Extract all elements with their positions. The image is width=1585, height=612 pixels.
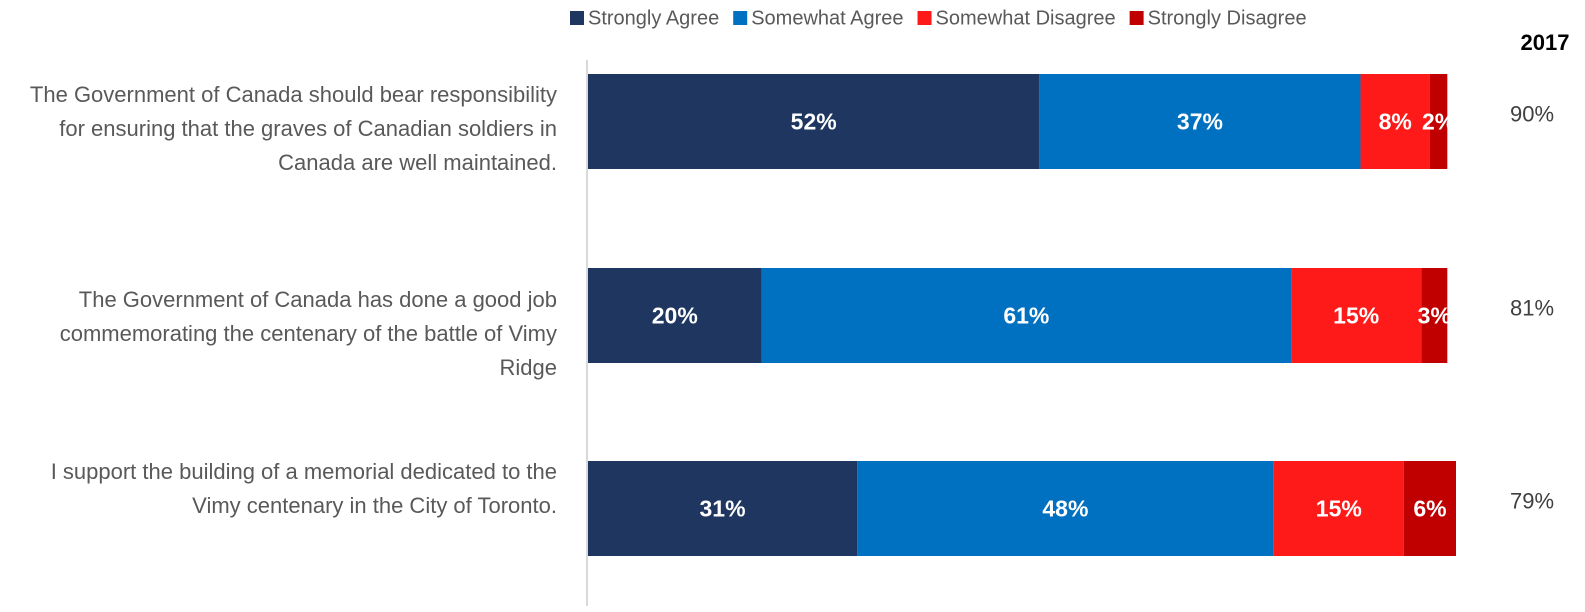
data-label: 20% xyxy=(652,303,698,329)
data-label: 8% xyxy=(1379,109,1412,135)
legend-label: Strongly Agree xyxy=(588,7,719,29)
data-label: 48% xyxy=(1042,496,1088,522)
bar-segment xyxy=(1429,74,1448,169)
legend-swatch xyxy=(917,11,932,25)
category-label: The Government of Canada should bear res… xyxy=(29,82,557,175)
bar-segment xyxy=(1360,74,1430,169)
legend-label: Somewhat Disagree xyxy=(936,7,1116,29)
data-label: 52% xyxy=(791,109,837,135)
category-label: The Government of Canada has done a good… xyxy=(59,287,557,380)
data-label: 37% xyxy=(1177,109,1223,135)
legend-swatch xyxy=(570,11,584,25)
total-label: 79% xyxy=(1510,488,1554,513)
bar-segment xyxy=(761,268,1292,363)
bar-segment xyxy=(1291,268,1422,363)
bar-segment xyxy=(857,461,1274,556)
bar-segment xyxy=(1403,461,1456,556)
bar-segment xyxy=(588,461,858,556)
data-label: 3% xyxy=(1418,303,1451,329)
data-label: 61% xyxy=(1003,303,1049,329)
legend-label: Somewhat Agree xyxy=(751,7,903,29)
total-label: 81% xyxy=(1510,295,1554,320)
bar-segment xyxy=(1273,461,1404,556)
bar-segment xyxy=(588,268,762,363)
data-label: 31% xyxy=(700,496,746,522)
total-label: 90% xyxy=(1510,101,1554,126)
bar-segment xyxy=(1039,74,1361,169)
legend-label: Strongly Disagree xyxy=(1148,7,1307,29)
bar-segment xyxy=(588,74,1040,169)
data-label: 15% xyxy=(1316,496,1362,522)
data-label: 15% xyxy=(1333,303,1379,329)
legend-swatch xyxy=(1129,11,1144,25)
bar-segment xyxy=(1421,268,1448,363)
category-label: I support the building of a memorial ded… xyxy=(50,459,557,518)
legend-swatch xyxy=(733,11,748,25)
data-label: 2% xyxy=(1422,109,1455,135)
totals-title: 2017 xyxy=(1521,30,1570,55)
data-label: 6% xyxy=(1413,496,1446,522)
